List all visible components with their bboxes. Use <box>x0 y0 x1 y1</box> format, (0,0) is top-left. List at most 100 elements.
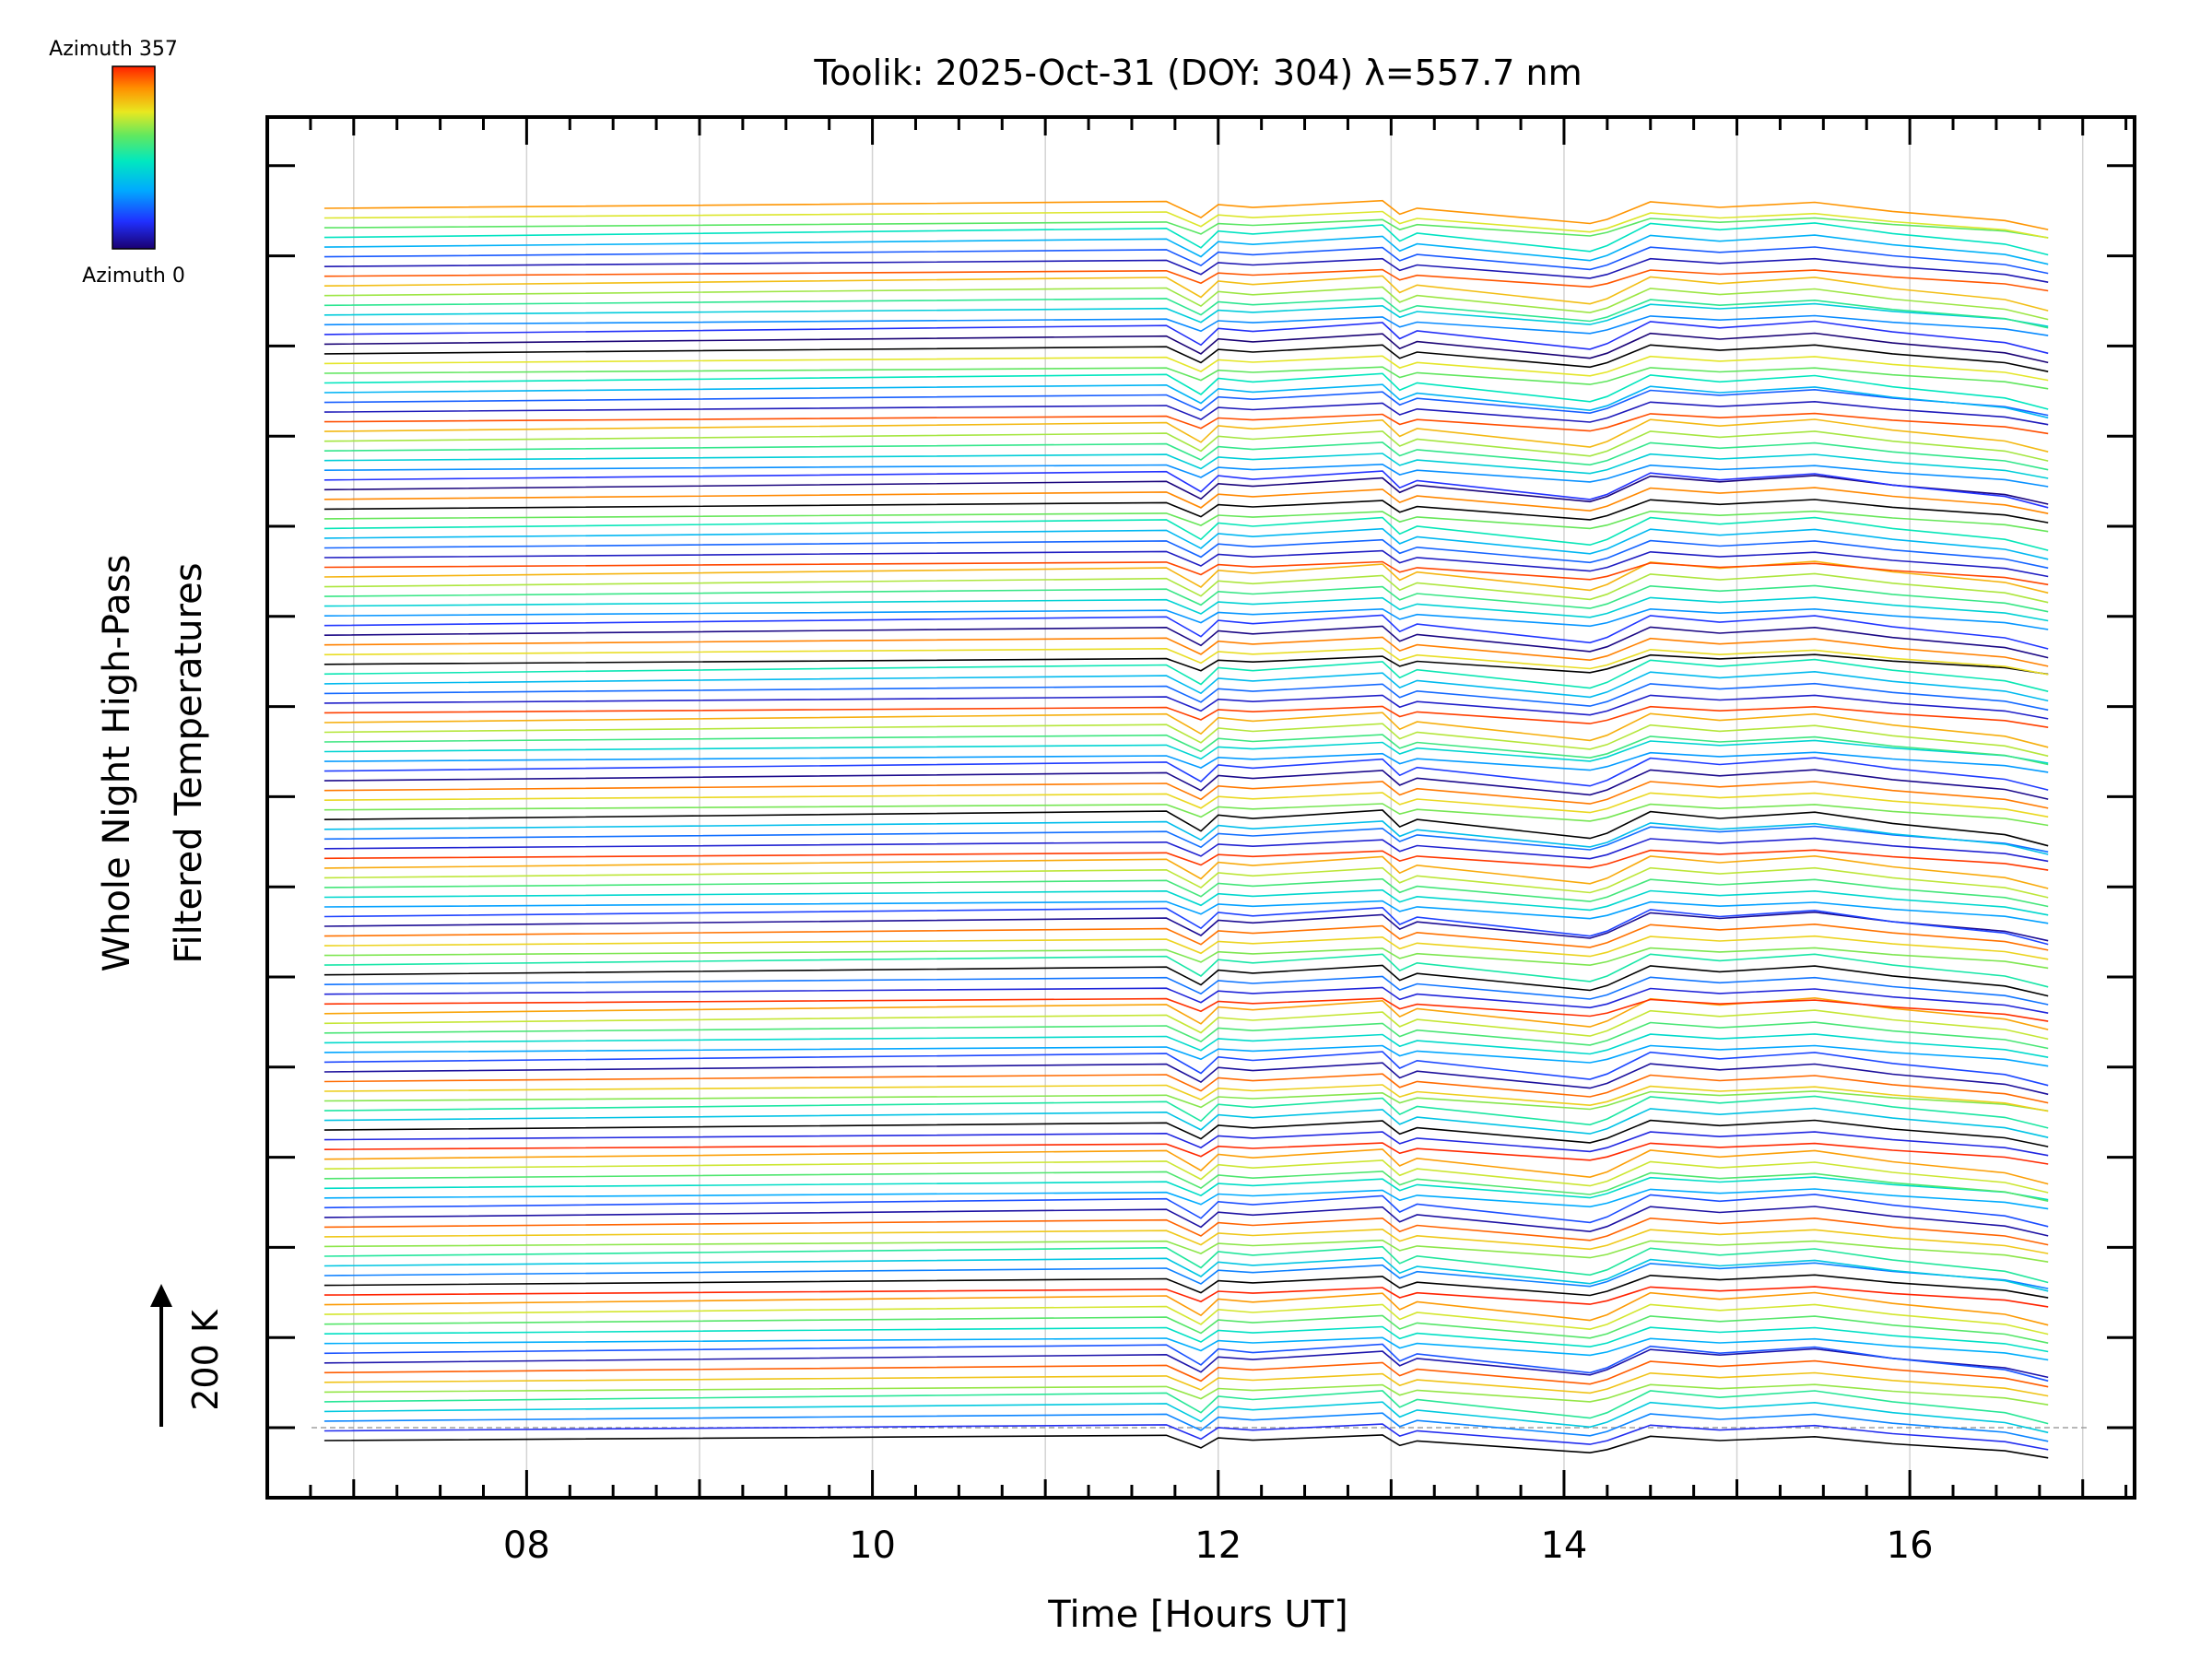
trace-line <box>324 986 2049 1014</box>
trace-line <box>324 1303 2049 1335</box>
trace-line <box>324 781 2049 809</box>
trace-line <box>324 527 2049 560</box>
trace-line <box>324 769 2049 800</box>
trace-line <box>324 199 2049 230</box>
trace-line <box>324 1206 2049 1237</box>
trace-line <box>324 825 2049 853</box>
colorbar-gradient <box>112 65 156 250</box>
trace-line <box>324 1171 2049 1202</box>
trace-line <box>324 412 2049 435</box>
trace-line <box>324 1021 2049 1050</box>
x-tick-label: 12 <box>1194 1524 1241 1567</box>
trace-line <box>324 463 2049 488</box>
trace-line <box>324 1390 2049 1425</box>
colorbar-top-label: Azimuth 357 <box>49 38 178 61</box>
trace-line <box>324 453 2049 479</box>
trace-line <box>324 234 2049 265</box>
trace-line <box>324 1194 2049 1228</box>
trace-line <box>324 614 2049 650</box>
trace-line <box>324 332 2049 364</box>
trace-line <box>324 441 2049 471</box>
trace-line <box>324 1347 2049 1379</box>
trace-line <box>324 314 2049 336</box>
trace-line <box>324 1119 2049 1147</box>
trace-line <box>324 1188 2049 1210</box>
trace-line <box>324 734 2049 766</box>
trace-line <box>324 430 2049 462</box>
trace-line <box>324 1239 2049 1263</box>
trace-line <box>324 475 2049 505</box>
trace-line <box>324 217 2049 239</box>
trace-line <box>324 1371 2049 1397</box>
trace-line <box>324 344 2049 372</box>
trace-line <box>324 560 2049 586</box>
trace-line <box>324 712 2049 748</box>
trace-line <box>324 739 2049 764</box>
trace-line <box>324 418 2049 453</box>
trace-line <box>324 1314 2049 1344</box>
trace-line <box>324 1262 2049 1289</box>
scale-bar-arrowhead <box>150 1284 172 1307</box>
trace-line <box>324 210 2049 239</box>
trace-line <box>324 723 2049 758</box>
trace-line <box>324 538 2049 570</box>
trace-line <box>324 257 2049 283</box>
trace-line <box>324 286 2049 321</box>
trace-line <box>324 1274 2049 1299</box>
x-tick-labels: 08 10 12 14 16 <box>503 1524 1934 1567</box>
colorbar: Azimuth 357 Azimuth 0 <box>49 38 185 288</box>
scale-bar-label: 200 K <box>185 1309 226 1411</box>
plot-frame <box>265 115 2136 1500</box>
trace-line <box>324 670 2049 702</box>
axis-ticks <box>265 117 2135 1498</box>
trace-line <box>324 572 2049 604</box>
trace-line <box>324 1142 2049 1165</box>
trace-line <box>324 549 2049 578</box>
trace-line <box>324 1159 2049 1194</box>
trace-line <box>324 596 2049 622</box>
trace-line <box>324 470 2049 509</box>
x-tick-label: 14 <box>1540 1524 1587 1567</box>
trace-line <box>324 1009 2049 1041</box>
trace-line <box>324 658 2049 692</box>
scale-bar: 200 K <box>150 1284 226 1427</box>
trace-line <box>324 911 2049 942</box>
trace-line <box>324 1051 2049 1087</box>
x-tick-label: 10 <box>849 1524 896 1567</box>
trace-line <box>324 1412 2049 1442</box>
trace-line <box>324 222 2049 256</box>
y-axis-label-line2: Filtered Temperatures <box>168 562 210 963</box>
trace-line <box>324 487 2049 514</box>
trace-line <box>324 383 2049 419</box>
trace-line <box>324 355 2049 382</box>
x-tick-label: 16 <box>1887 1524 1934 1567</box>
chart-title: Toolik: 2025-Oct-31 (DOY: 304) λ=557.7 n… <box>813 53 1582 93</box>
y-axis-label-line1: Whole Night High-Pass <box>96 555 138 972</box>
trace-line <box>324 400 2049 426</box>
trace-line <box>324 647 2049 676</box>
trace-line <box>324 516 2049 551</box>
trace-line <box>324 1090 2049 1112</box>
trace-line <box>324 1291 2049 1326</box>
trace-line <box>324 682 2049 712</box>
trace-line <box>324 1401 2049 1434</box>
trace-line <box>324 1228 2049 1254</box>
trace-line <box>324 975 2049 1006</box>
trace-line <box>324 947 2049 970</box>
trace-line <box>324 372 2049 410</box>
trace-line <box>324 866 2049 899</box>
trace-line <box>324 275 2049 312</box>
trace-line <box>324 1095 2049 1129</box>
trace-line <box>324 1084 2049 1112</box>
trace-line <box>324 1256 2049 1292</box>
trace-line <box>324 792 2049 818</box>
trace-line <box>324 297 2049 329</box>
trace-line <box>324 1423 2049 1451</box>
trace-line <box>324 499 2049 524</box>
trace-line <box>324 510 2049 533</box>
trace-line <box>324 1062 2049 1096</box>
trace-line <box>324 366 2049 390</box>
trace-line <box>324 964 2049 997</box>
trace-line <box>324 246 2049 275</box>
